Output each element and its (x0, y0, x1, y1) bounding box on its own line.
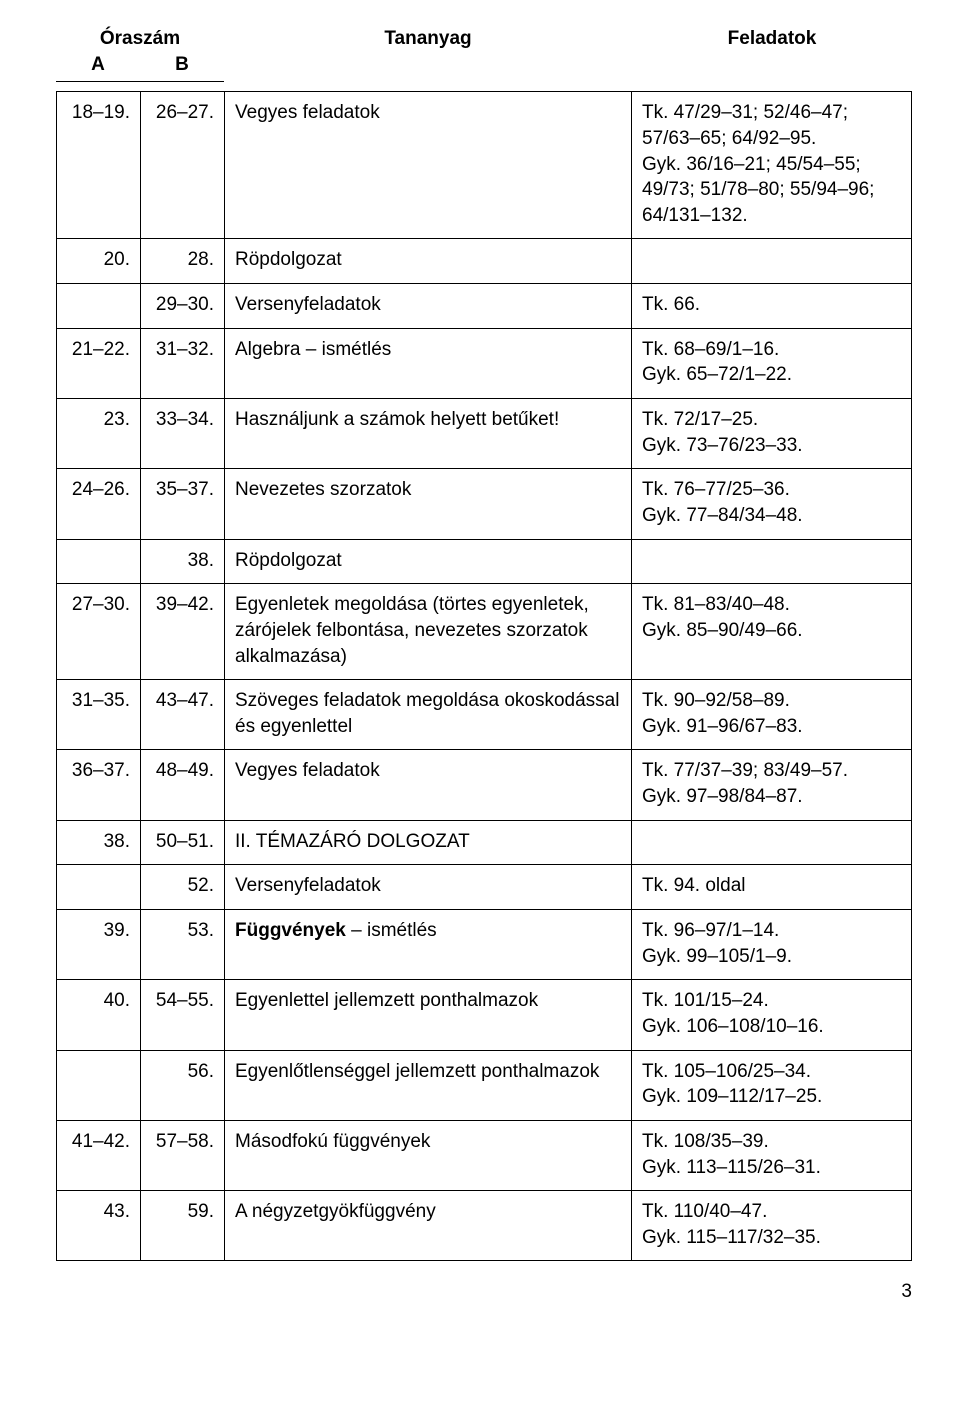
cell-tananyag: II. TÉMAZÁRÓ DOLGOZAT (225, 820, 632, 865)
table-row: 56.Egyenlőtlenséggel jellemzett ponthalm… (57, 1050, 912, 1120)
cell-tananyag: Vegyes feladatok (225, 750, 632, 820)
table-row: 24–26.35–37.Nevezetes szorzatokTk. 76–77… (57, 469, 912, 539)
cell-feladatok: Tk. 105–106/25–34.Gyk. 109–112/17–25. (632, 1050, 912, 1120)
cell-col-b: 56. (141, 1050, 225, 1120)
cell-col-b: 54–55. (141, 980, 225, 1050)
cell-feladatok (632, 539, 912, 584)
cell-col-b: 28. (141, 239, 225, 284)
cell-col-b: 38. (141, 539, 225, 584)
table-row: 21–22.31–32.Algebra – ismétlésTk. 68–69/… (57, 328, 912, 398)
cell-col-b: 50–51. (141, 820, 225, 865)
page-number: 3 (56, 1279, 912, 1305)
cell-feladatok: Tk. 94. oldal (632, 865, 912, 910)
cell-col-a (57, 284, 141, 329)
header-col-b: B (140, 52, 224, 82)
cell-col-a: 38. (57, 820, 141, 865)
cell-col-a (57, 539, 141, 584)
cell-feladatok: Tk. 108/35–39.Gyk. 113–115/26–31. (632, 1120, 912, 1190)
cell-feladatok: Tk. 72/17–25.Gyk. 73–76/23–33. (632, 399, 912, 469)
cell-feladatok: Tk. 66. (632, 284, 912, 329)
cell-col-b: 59. (141, 1191, 225, 1261)
table-row: 43.59.A négyzetgyökfüggvényTk. 110/40–47… (57, 1191, 912, 1261)
cell-col-a: 41–42. (57, 1120, 141, 1190)
table-row: 23.33–34.Használjunk a számok helyett be… (57, 399, 912, 469)
table-row: 38.50–51.II. TÉMAZÁRÓ DOLGOZAT (57, 820, 912, 865)
table-row: 36–37.48–49.Vegyes feladatokTk. 77/37–39… (57, 750, 912, 820)
cell-tananyag: Algebra – ismétlés (225, 328, 632, 398)
cell-col-a: 23. (57, 399, 141, 469)
cell-col-a: 43. (57, 1191, 141, 1261)
cell-col-a: 36–37. (57, 750, 141, 820)
table-row: 20.28.Röpdolgozat (57, 239, 912, 284)
cell-feladatok: Tk. 77/37–39; 83/49–57.Gyk. 97–98/84–87. (632, 750, 912, 820)
cell-col-a: 39. (57, 910, 141, 980)
cell-tananyag: Használjunk a számok helyett betűket! (225, 399, 632, 469)
cell-col-b: 35–37. (141, 469, 225, 539)
table-row: 27–30.39–42.Egyenletek megoldása (törtes… (57, 584, 912, 680)
header-col-a: A (56, 52, 140, 82)
cell-feladatok: Tk. 47/29–31; 52/46–47;57/63–65; 64/92–9… (632, 92, 912, 239)
table-row: 41–42.57–58.Másodfokú függvényekTk. 108/… (57, 1120, 912, 1190)
cell-col-a: 24–26. (57, 469, 141, 539)
cell-col-b: 53. (141, 910, 225, 980)
table-row: 38.Röpdolgozat (57, 539, 912, 584)
cell-feladatok: Tk. 90–92/58–89.Gyk. 91–96/67–83. (632, 680, 912, 750)
cell-tananyag: Egyenlettel jellemzett ponthalmazok (225, 980, 632, 1050)
curriculum-table: 18–19.26–27.Vegyes feladatokTk. 47/29–31… (56, 91, 912, 1261)
header-tananyag: Tananyag (224, 22, 632, 82)
cell-col-a: 31–35. (57, 680, 141, 750)
cell-col-a (57, 1050, 141, 1120)
cell-col-a: 18–19. (57, 92, 141, 239)
table-row: 40.54–55.Egyenlettel jellemzett ponthalm… (57, 980, 912, 1050)
cell-col-b: 31–32. (141, 328, 225, 398)
table-row: 18–19.26–27.Vegyes feladatokTk. 47/29–31… (57, 92, 912, 239)
cell-feladatok: Tk. 76–77/25–36.Gyk. 77–84/34–48. (632, 469, 912, 539)
cell-col-b: 52. (141, 865, 225, 910)
cell-col-b: 48–49. (141, 750, 225, 820)
cell-tananyag: Másodfokú függvények (225, 1120, 632, 1190)
table-header: Óraszám Tananyag Feladatok A B (56, 22, 912, 82)
cell-tananyag: A négyzetgyökfüggvény (225, 1191, 632, 1261)
cell-feladatok: Tk. 96–97/1–14.Gyk. 99–105/1–9. (632, 910, 912, 980)
cell-tananyag: Versenyfeladatok (225, 284, 632, 329)
cell-col-b: 26–27. (141, 92, 225, 239)
cell-feladatok: Tk. 101/15–24.Gyk. 106–108/10–16. (632, 980, 912, 1050)
cell-col-b: 33–34. (141, 399, 225, 469)
cell-tananyag: Nevezetes szorzatok (225, 469, 632, 539)
cell-col-b: 29–30. (141, 284, 225, 329)
cell-feladatok: Tk. 81–83/40–48.Gyk. 85–90/49–66. (632, 584, 912, 680)
header-feladatok: Feladatok (632, 22, 912, 82)
header-oraszam: Óraszám (56, 22, 224, 52)
cell-col-b: 39–42. (141, 584, 225, 680)
table-row: 31–35.43–47.Szöveges feladatok megoldása… (57, 680, 912, 750)
cell-tananyag: Szöveges feladatok megoldása okoskodássa… (225, 680, 632, 750)
cell-feladatok (632, 239, 912, 284)
cell-col-a: 21–22. (57, 328, 141, 398)
table-row: 29–30.VersenyfeladatokTk. 66. (57, 284, 912, 329)
cell-tananyag: Röpdolgozat (225, 239, 632, 284)
cell-tananyag: Röpdolgozat (225, 539, 632, 584)
cell-tananyag: Egyenlőtlenséggel jellemzett ponthalmazo… (225, 1050, 632, 1120)
cell-tananyag: Függvények – ismétlés (225, 910, 632, 980)
cell-tananyag: Versenyfeladatok (225, 865, 632, 910)
cell-col-a: 20. (57, 239, 141, 284)
cell-col-b: 43–47. (141, 680, 225, 750)
cell-tananyag: Egyenletek megoldása (törtes egyenletek,… (225, 584, 632, 680)
cell-feladatok: Tk. 110/40–47.Gyk. 115–117/32–35. (632, 1191, 912, 1261)
cell-tananyag: Vegyes feladatok (225, 92, 632, 239)
cell-col-a (57, 865, 141, 910)
table-row: 52.VersenyfeladatokTk. 94. oldal (57, 865, 912, 910)
cell-col-a: 40. (57, 980, 141, 1050)
cell-col-b: 57–58. (141, 1120, 225, 1190)
cell-feladatok: Tk. 68–69/1–16.Gyk. 65–72/1–22. (632, 328, 912, 398)
cell-feladatok (632, 820, 912, 865)
table-row: 39.53.Függvények – ismétlésTk. 96–97/1–1… (57, 910, 912, 980)
cell-col-a: 27–30. (57, 584, 141, 680)
